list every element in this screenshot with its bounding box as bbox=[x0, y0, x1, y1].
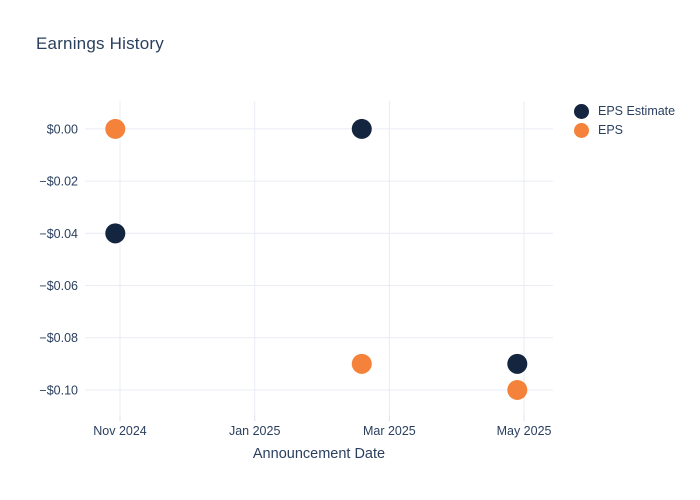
data-point-eps-estimate[interactable] bbox=[351, 118, 372, 139]
data-point-eps-estimate[interactable] bbox=[105, 223, 126, 244]
legend-item-eps[interactable]: EPS bbox=[574, 122, 675, 138]
legend-label-eps-estimate: EPS Estimate bbox=[598, 104, 676, 118]
x-tick-label: Jan 2025 bbox=[229, 424, 280, 438]
y-tick-label: −$0.04 bbox=[39, 227, 78, 241]
x-tick-label: May 2025 bbox=[497, 424, 552, 438]
y-tick-label: −$0.02 bbox=[39, 175, 78, 189]
y-tick-label: −$0.10 bbox=[39, 383, 78, 397]
data-point-eps[interactable] bbox=[507, 379, 528, 400]
data-point-eps-estimate[interactable] bbox=[507, 353, 528, 374]
legend-item-eps-estimate[interactable]: EPS Estimate bbox=[574, 103, 675, 119]
legend: EPS Estimate EPS bbox=[574, 103, 675, 138]
y-tick-label: −$0.06 bbox=[39, 279, 78, 293]
chart-title: Earnings History bbox=[36, 34, 164, 53]
data-point-eps[interactable] bbox=[351, 353, 372, 374]
data-point-eps[interactable] bbox=[105, 118, 126, 139]
x-tick-label: Mar 2025 bbox=[363, 424, 416, 438]
y-tick-label: $0.00 bbox=[47, 122, 78, 136]
eps-marker-icon bbox=[574, 122, 589, 138]
eps-estimate-marker-icon bbox=[574, 103, 589, 119]
x-axis-title: Announcement Date bbox=[252, 446, 386, 462]
x-tick-label: Nov 2024 bbox=[93, 424, 147, 438]
legend-label-eps: EPS bbox=[598, 123, 624, 137]
y-tick-label: −$0.08 bbox=[39, 331, 78, 345]
